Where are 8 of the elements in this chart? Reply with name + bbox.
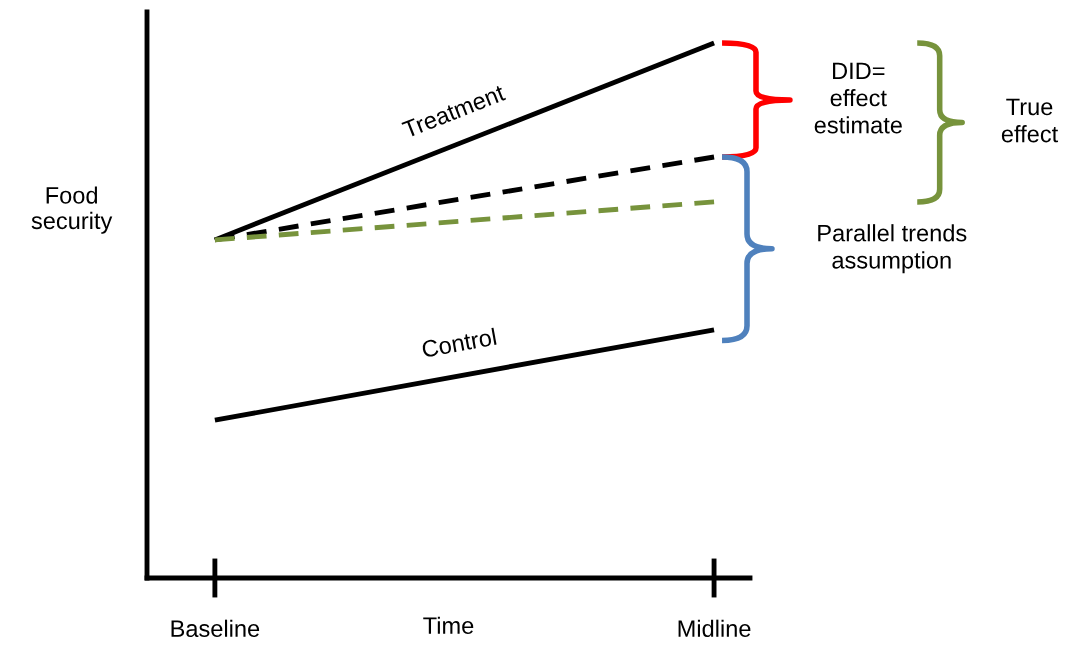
text: Control [421, 327, 497, 358]
text: Parallel trends assumption [818, 224, 967, 274]
x-tick-label: Baseline [171, 619, 260, 638]
x-tick-label: Midline [678, 619, 751, 638]
text: DID= effect estimate [814, 62, 902, 134]
y-axis-title: Food security [31, 186, 113, 234]
x-axis-title: Time [423, 616, 474, 635]
text: True effect [1001, 98, 1059, 143]
